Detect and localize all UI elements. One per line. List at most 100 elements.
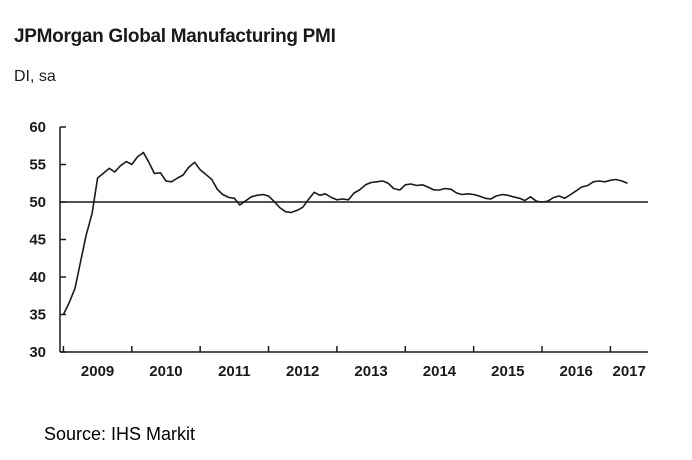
data-point	[490, 198, 492, 200]
data-point	[444, 188, 446, 190]
x-axis: 2009 2010 2011 2012 2013 2014 2015 2016 2017	[60, 346, 648, 380]
data-point	[131, 164, 133, 166]
data-point	[302, 206, 304, 208]
data-point	[108, 167, 110, 169]
data-point	[416, 185, 418, 187]
x-tick-label: 2011	[218, 363, 251, 380]
data-point	[473, 194, 475, 196]
chart-title: JPMorgan Global Manufacturing PMI	[14, 26, 336, 47]
data-point	[228, 197, 230, 199]
data-point	[63, 314, 65, 316]
data-point	[194, 161, 196, 163]
data-point	[80, 261, 82, 263]
data-point	[370, 182, 372, 184]
data-point	[279, 207, 281, 209]
data-point	[570, 194, 572, 196]
data-point	[348, 199, 350, 201]
data-point	[467, 193, 469, 195]
data-point	[160, 172, 162, 174]
y-tick-label: 50	[29, 194, 46, 211]
data-point	[439, 189, 441, 191]
data-point	[177, 177, 179, 179]
data-point	[199, 169, 201, 171]
y-tick-label: 40	[29, 269, 46, 286]
data-point	[553, 197, 555, 199]
data-point	[433, 189, 435, 191]
data-point	[97, 177, 99, 179]
data-point	[593, 181, 595, 183]
data-point	[171, 181, 173, 183]
data-point	[331, 197, 333, 199]
data-point	[393, 188, 395, 190]
data-point	[296, 209, 298, 211]
series-line	[62, 151, 628, 315]
data-point	[205, 173, 207, 175]
data-point	[239, 204, 241, 206]
data-point	[188, 167, 190, 169]
data-point	[285, 211, 287, 213]
data-point	[256, 194, 258, 196]
y-axis: 30 35 40 45 50 55 60	[29, 119, 66, 361]
data-point	[558, 195, 560, 197]
data-point	[461, 194, 463, 196]
data-point	[119, 165, 121, 167]
data-point	[126, 161, 128, 163]
data-point	[604, 181, 606, 183]
y-tick-label: 35	[29, 307, 46, 324]
data-point	[359, 189, 361, 191]
data-point	[68, 302, 70, 304]
y-tick-label: 60	[29, 119, 46, 136]
data-point	[598, 180, 600, 182]
x-tick-label: 2014	[423, 363, 457, 380]
data-point	[410, 183, 412, 185]
data-point	[495, 195, 497, 197]
data-point	[427, 186, 429, 188]
data-point	[102, 173, 104, 175]
data-point	[484, 197, 486, 199]
data-point	[245, 200, 247, 202]
data-point	[336, 199, 338, 201]
data-point	[456, 192, 458, 194]
data-point	[165, 180, 167, 182]
data-point	[404, 184, 406, 186]
data-point	[519, 197, 521, 199]
data-point	[85, 235, 87, 237]
data-point	[450, 188, 452, 190]
data-point	[382, 180, 384, 182]
data-point	[262, 194, 264, 196]
chart-subtitle: DI, sa	[14, 68, 56, 85]
y-tick-label: 45	[29, 232, 46, 249]
x-tick-label: 2010	[149, 363, 182, 380]
data-point	[621, 180, 623, 182]
data-point	[314, 191, 316, 193]
data-point	[136, 156, 138, 158]
data-point	[564, 197, 566, 199]
data-point	[91, 212, 93, 214]
data-point	[547, 200, 549, 202]
data-point	[114, 171, 116, 173]
data-point	[182, 174, 184, 176]
data-point	[154, 173, 156, 175]
y-tick-label: 30	[29, 344, 46, 361]
data-point	[342, 198, 344, 200]
data-point	[399, 189, 401, 191]
data-point	[376, 181, 378, 183]
x-tick-label: 2015	[491, 363, 524, 380]
data-point	[290, 212, 292, 214]
data-point	[148, 161, 150, 163]
data-point	[502, 194, 504, 196]
data-point	[143, 152, 145, 154]
data-point	[422, 184, 424, 186]
x-tick-label: 2012	[286, 363, 319, 380]
data-point	[324, 193, 326, 195]
data-point	[541, 201, 543, 203]
data-point	[211, 179, 213, 181]
data-point	[268, 195, 270, 197]
data-point	[365, 184, 367, 186]
x-tick-label: 2009	[81, 363, 114, 380]
data-point	[581, 186, 583, 188]
y-tick-label: 55	[29, 157, 46, 174]
data-point	[222, 194, 224, 196]
data-point	[216, 188, 218, 190]
x-tick-label: 2017	[613, 363, 646, 380]
